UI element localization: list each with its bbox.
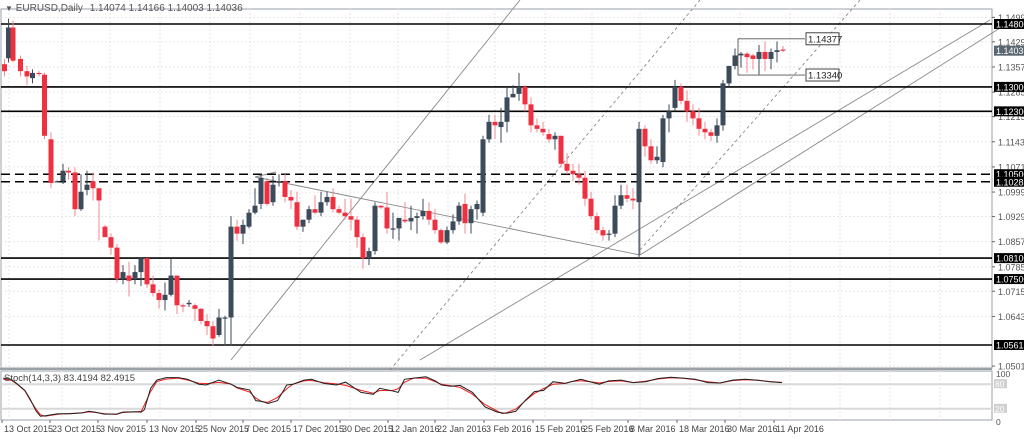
svg-text:12 Jan 2016: 12 Jan 2016 <box>390 424 440 434</box>
svg-text:1.12300: 1.12300 <box>996 107 1024 117</box>
svg-text:1.05010: 1.05010 <box>998 362 1024 372</box>
svg-text:1.10710: 1.10710 <box>998 162 1024 172</box>
candles <box>2 18 786 346</box>
svg-text:1.10500: 1.10500 <box>996 170 1024 180</box>
svg-text:100: 100 <box>996 369 1010 379</box>
svg-text:25 Feb 2016: 25 Feb 2016 <box>583 424 634 434</box>
svg-text:1.13340: 1.13340 <box>808 71 842 82</box>
svg-text:80: 80 <box>995 379 1005 389</box>
svg-text:8 Mar 2016: 8 Mar 2016 <box>630 424 676 434</box>
svg-text:30 Mar 2016: 30 Mar 2016 <box>727 424 778 434</box>
svg-text:30 Dec 2015: 30 Dec 2015 <box>342 424 393 434</box>
chart-title[interactable]: ▼ EURUSD,Daily 1.14074 1.14166 1.14003 1… <box>5 3 243 14</box>
svg-text:1.07850: 1.07850 <box>998 262 1024 272</box>
svg-text:7 Dec 2015: 7 Dec 2015 <box>245 424 291 434</box>
svg-text:22 Jan 2016: 22 Jan 2016 <box>437 424 487 434</box>
range-box[interactable]: 1.14377 1.13340 <box>737 32 842 82</box>
ohlc-values: 1.14074 1.14166 1.14003 1.14036 <box>89 3 243 14</box>
svg-text:18 Mar 2016: 18 Mar 2016 <box>679 424 730 434</box>
svg-text:1.13000: 1.13000 <box>996 82 1024 92</box>
svg-text:15 Feb 2016: 15 Feb 2016 <box>535 424 586 434</box>
svg-text:1.11430: 1.11430 <box>998 137 1024 147</box>
svg-text:1.07150: 1.07150 <box>998 287 1024 297</box>
svg-text:11 Apr 2016: 11 Apr 2016 <box>776 424 824 434</box>
svg-text:23 Oct 2015: 23 Oct 2015 <box>52 424 101 434</box>
svg-text:1.10285: 1.10285 <box>996 177 1024 187</box>
svg-text:1.14800: 1.14800 <box>996 20 1024 30</box>
svg-text:1.07500: 1.07500 <box>996 275 1024 285</box>
svg-text:1.08570: 1.08570 <box>998 237 1024 247</box>
trendlines <box>230 0 1001 371</box>
svg-text:1.06430: 1.06430 <box>998 312 1024 322</box>
svg-text:1.12150: 1.12150 <box>998 112 1024 122</box>
svg-text:1.13570: 1.13570 <box>998 62 1024 72</box>
svg-text:1.12850: 1.12850 <box>998 88 1024 98</box>
svg-text:1.14036: 1.14036 <box>996 46 1024 56</box>
svg-text:13 Nov 2015: 13 Nov 2015 <box>149 424 200 434</box>
svg-text:3 Feb 2016: 3 Feb 2016 <box>486 424 532 434</box>
svg-text:0: 0 <box>996 417 1001 427</box>
svg-text:17 Dec 2015: 17 Dec 2015 <box>293 424 344 434</box>
triangle-down-icon[interactable]: ▼ <box>5 4 13 13</box>
svg-text:1.08100: 1.08100 <box>996 254 1024 264</box>
svg-text:1.09990: 1.09990 <box>998 188 1024 198</box>
indicator-label: Stoch(14,3,3) 83.4194 82.4915 <box>4 373 135 384</box>
price-axis: 1.14990 1.14290 1.13570 1.12850 1.12150 1.114… <box>992 13 1024 372</box>
svg-text:25 Nov 2015: 25 Nov 2015 <box>198 424 249 434</box>
symbol-label: EURUSD,Daily <box>15 3 83 14</box>
svg-text:3 Nov 2015: 3 Nov 2015 <box>100 424 146 434</box>
svg-text:1.09290: 1.09290 <box>998 212 1024 222</box>
horizontal-levels[interactable] <box>1 23 992 346</box>
svg-text:1.14377: 1.14377 <box>808 34 842 45</box>
grid <box>0 8 993 421</box>
svg-text:13 Oct 2015: 13 Oct 2015 <box>4 424 53 434</box>
svg-text:1.05613: 1.05613 <box>996 341 1024 351</box>
svg-text:1.14290: 1.14290 <box>998 37 1024 47</box>
svg-text:20: 20 <box>995 404 1005 414</box>
svg-text:1.14990: 1.14990 <box>998 13 1024 23</box>
